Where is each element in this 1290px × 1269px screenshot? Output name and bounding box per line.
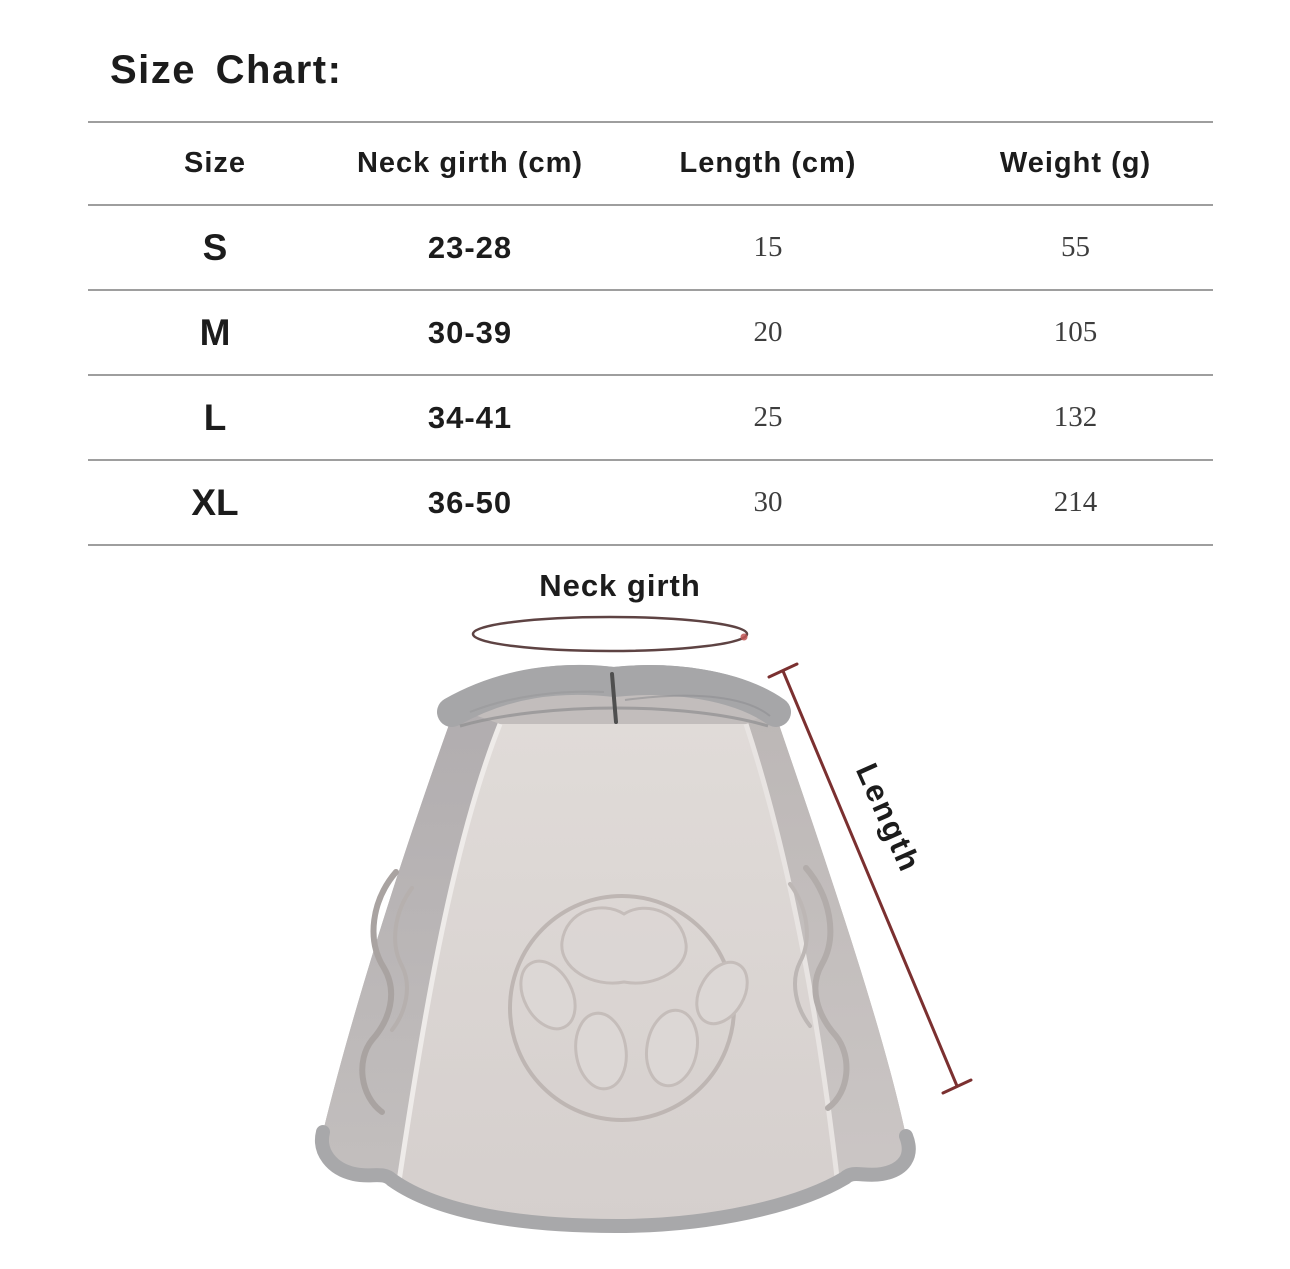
header-cell-neck-girth: Neck girth (cm): [356, 147, 584, 179]
cell-s-weight: 55: [1061, 231, 1090, 263]
rim-crease-left: [469, 690, 605, 713]
cell-xl-neck-girth: 36-50: [427, 485, 513, 520]
measurement-cap-top: [767, 662, 799, 679]
cell-s-size: S: [202, 227, 228, 268]
paw-toe-left: [519, 959, 577, 1031]
cell-m-size: M: [199, 312, 231, 353]
table-row-s: S 23-28 15 55: [88, 206, 1213, 291]
cell-l-size: L: [203, 397, 227, 438]
measurement-cap-bottom: [941, 1078, 973, 1095]
header-cell-length: Length (cm): [679, 147, 857, 179]
cell-s-length: 15: [753, 231, 783, 263]
header-cell-weight: Weight (g): [999, 147, 1152, 179]
paw-toe-mid-right: [645, 1008, 699, 1088]
cell-xl-size: XL: [191, 482, 239, 523]
cell-m-weight: 105: [1053, 316, 1098, 348]
neck-girth-label: Neck girth: [539, 568, 701, 603]
neck-girth-ellipse-red-highlight: [740, 633, 748, 641]
cell-xl-length: 30: [753, 486, 783, 518]
table-header-row: Size Neck girth (cm) Length (cm) Weight …: [88, 123, 1213, 206]
rim-crease-right: [624, 694, 771, 717]
table-row-m: M 30-39 20 105: [88, 291, 1213, 376]
neck-girth-ellipse: [471, 615, 749, 653]
length-measurement-line: [767, 662, 973, 1095]
table-row-l: L 34-41 25 132: [88, 376, 1213, 461]
cone-illustration: [315, 664, 916, 1233]
cell-s-neck-girth: 23-28: [427, 230, 513, 265]
paw-pad: [560, 906, 688, 985]
cone-left-panel: [321, 708, 500, 1188]
size-table: Size Neck girth (cm) Length (cm) Weight …: [88, 121, 1213, 546]
rim-stitch: [610, 672, 618, 724]
measurement-line: [781, 669, 959, 1088]
right-panel-emboss: [788, 865, 850, 1111]
cell-xl-weight: 214: [1053, 486, 1098, 518]
header-cell-size: Size: [183, 147, 247, 179]
paw-toe-right: [695, 960, 749, 1026]
page-title: Size Chart:: [110, 48, 343, 92]
cell-m-neck-girth: 30-39: [427, 315, 513, 350]
cell-l-length: 25: [753, 401, 783, 433]
seam-right: [743, 723, 841, 1187]
cell-l-neck-girth: 34-41: [427, 400, 513, 435]
table-row-xl: XL 36-50 30 214: [88, 461, 1213, 546]
left-panel-emboss: [359, 869, 414, 1115]
seam-left: [395, 723, 503, 1189]
paw-emboss: [508, 894, 749, 1122]
cone-bottom-trim: [315, 1125, 916, 1233]
cell-l-weight: 132: [1053, 401, 1098, 433]
cell-m-length: 20: [753, 316, 783, 348]
paw-toe-mid-left: [574, 1011, 628, 1091]
